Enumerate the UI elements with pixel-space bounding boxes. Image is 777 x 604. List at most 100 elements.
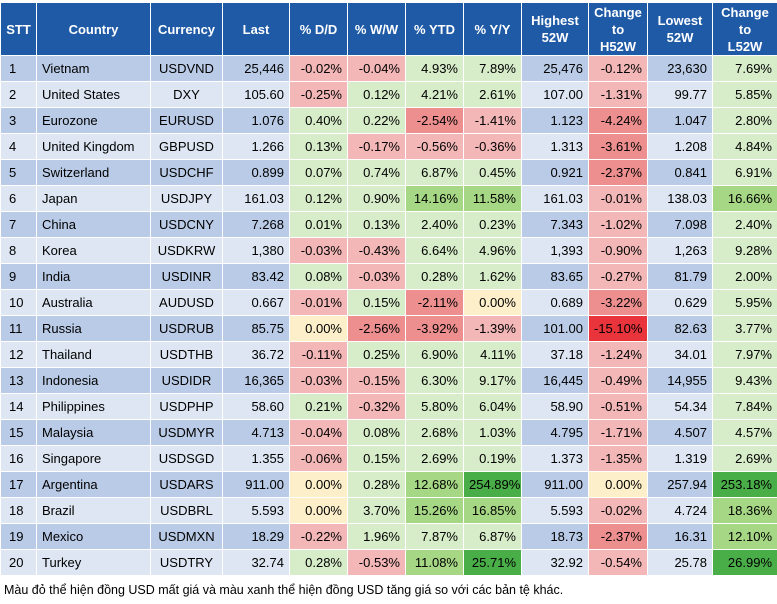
cell-high-52w: 0.921 [522, 160, 589, 186]
cell-change-low-52w: 7.97% [713, 342, 777, 368]
cell-last: 911.00 [223, 472, 290, 498]
cell-change-high-52w: -0.51% [589, 394, 648, 420]
cell-change-high-52w: -0.12% [589, 56, 648, 82]
cell-last: 85.75 [223, 316, 290, 342]
cell-change-high-52w: -4.24% [589, 108, 648, 134]
footnote: Màu đỏ thể hiện đồng USD mất giá và màu … [4, 583, 777, 597]
cell-currency: USDVND [151, 56, 223, 82]
cell-stt: 12 [1, 342, 37, 368]
cell-yy: 6.04% [464, 394, 522, 420]
cell-currency: USDMXN [151, 524, 223, 550]
col-header: Change to H52W [589, 3, 648, 56]
cell-currency: USDSGD [151, 446, 223, 472]
cell-high-52w: 107.00 [522, 82, 589, 108]
cell-dd: -0.02% [290, 56, 348, 82]
cell-yy: 1.62% [464, 264, 522, 290]
cell-country: United States [37, 82, 151, 108]
cell-ytd: 4.93% [406, 56, 464, 82]
cell-stt: 17 [1, 472, 37, 498]
cell-change-high-52w: -0.27% [589, 264, 648, 290]
cell-dd: 0.00% [290, 472, 348, 498]
cell-change-high-52w: -15.10% [589, 316, 648, 342]
cell-ww: -0.43% [348, 238, 406, 264]
cell-last: 83.42 [223, 264, 290, 290]
cell-ytd: 4.21% [406, 82, 464, 108]
cell-low-52w: 16.31 [648, 524, 713, 550]
cell-high-52w: 37.18 [522, 342, 589, 368]
cell-last: 1.355 [223, 446, 290, 472]
cell-low-52w: 82.63 [648, 316, 713, 342]
cell-ww: 0.22% [348, 108, 406, 134]
cell-dd: -0.11% [290, 342, 348, 368]
cell-high-52w: 4.795 [522, 420, 589, 446]
cell-ytd: 5.80% [406, 394, 464, 420]
cell-change-low-52w: 7.69% [713, 56, 777, 82]
cell-country: Thailand [37, 342, 151, 368]
cell-change-high-52w: -3.22% [589, 290, 648, 316]
cell-high-52w: 16,445 [522, 368, 589, 394]
cell-yy: 4.11% [464, 342, 522, 368]
cell-high-52w: 32.92 [522, 550, 589, 576]
cell-country: Australia [37, 290, 151, 316]
cell-dd: 0.13% [290, 134, 348, 160]
cell-change-low-52w: 6.91% [713, 160, 777, 186]
cell-yy: 0.45% [464, 160, 522, 186]
cell-last: 25,446 [223, 56, 290, 82]
cell-yy: 1.03% [464, 420, 522, 446]
col-header: Country [37, 3, 151, 56]
cell-dd: -0.04% [290, 420, 348, 446]
cell-stt: 3 [1, 108, 37, 134]
cell-stt: 13 [1, 368, 37, 394]
col-header: Last [223, 3, 290, 56]
cell-stt: 4 [1, 134, 37, 160]
cell-high-52w: 25,476 [522, 56, 589, 82]
cell-high-52w: 83.65 [522, 264, 589, 290]
cell-last: 32.74 [223, 550, 290, 576]
cell-ww: 3.70% [348, 498, 406, 524]
cell-high-52w: 911.00 [522, 472, 589, 498]
cell-country: China [37, 212, 151, 238]
cell-currency: USDARS [151, 472, 223, 498]
cell-dd: 0.00% [290, 498, 348, 524]
cell-ww: -0.03% [348, 264, 406, 290]
cell-last: 36.72 [223, 342, 290, 368]
cell-ww: 0.08% [348, 420, 406, 446]
cell-high-52w: 58.90 [522, 394, 589, 420]
cell-stt: 10 [1, 290, 37, 316]
cell-last: 161.03 [223, 186, 290, 212]
cell-currency: GBPUSD [151, 134, 223, 160]
cell-change-high-52w: -0.49% [589, 368, 648, 394]
cell-yy: 7.89% [464, 56, 522, 82]
cell-change-high-52w: -2.37% [589, 524, 648, 550]
cell-change-low-52w: 7.84% [713, 394, 777, 420]
cell-country: Eurozone [37, 108, 151, 134]
cell-ww: -0.32% [348, 394, 406, 420]
cell-yy: 0.00% [464, 290, 522, 316]
cell-stt: 20 [1, 550, 37, 576]
cell-stt: 14 [1, 394, 37, 420]
cell-change-high-52w: -3.61% [589, 134, 648, 160]
cell-low-52w: 257.94 [648, 472, 713, 498]
cell-ww: -0.04% [348, 56, 406, 82]
cell-ytd: 12.68% [406, 472, 464, 498]
col-header: STT [1, 3, 37, 56]
cell-low-52w: 1.319 [648, 446, 713, 472]
cell-low-52w: 25.78 [648, 550, 713, 576]
cell-ytd: -2.54% [406, 108, 464, 134]
col-header: % YTD [406, 3, 464, 56]
cell-change-high-52w: 0.00% [589, 472, 648, 498]
cell-change-high-52w: -1.31% [589, 82, 648, 108]
cell-dd: 0.08% [290, 264, 348, 290]
cell-currency: USDCHF [151, 160, 223, 186]
cell-country: Vietnam [37, 56, 151, 82]
cell-ytd: 11.08% [406, 550, 464, 576]
